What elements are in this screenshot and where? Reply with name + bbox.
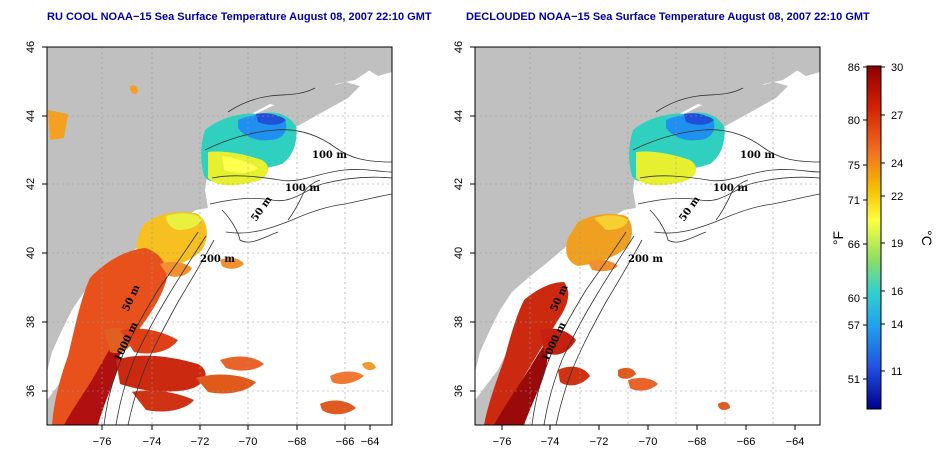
left-contour-label-2: 100 m [285, 183, 320, 194]
left-x-tick: −68 [288, 436, 307, 448]
celsius-label: 11 [891, 366, 902, 378]
celsius-label: 16 [891, 286, 903, 298]
left-y-ticks: 46 44 42 40 38 36 [25, 41, 37, 397]
right-x-tick: −72 [590, 436, 609, 448]
fahrenheit-label: 51 [848, 374, 860, 386]
left-y-tick: 38 [25, 316, 37, 328]
left-x-tick: −64 [361, 436, 380, 448]
celsius-label: 30 [891, 62, 903, 74]
left-map-title: RU COOL NOAA−15 Sea Surface Temperature … [47, 11, 432, 23]
celsius-scale: 30 27 24 22 19 16 14 11 [891, 62, 903, 378]
right-x-tick: −76 [493, 436, 512, 448]
left-x-tick: −66 [336, 436, 355, 448]
left-y-tick: 46 [25, 41, 37, 53]
right-map-title: DECLOUDED NOAA−15 Sea Surface Temperatur… [466, 11, 870, 23]
right-x-tick: −66 [737, 436, 756, 448]
right-contour-label-1: 100 m [740, 150, 775, 161]
fahrenheit-unit: °F [830, 231, 846, 245]
left-y-tick: 36 [25, 385, 37, 397]
right-y-tick: 38 [453, 316, 465, 328]
left-contour-label-1: 100 m [312, 150, 347, 161]
fahrenheit-label: 66 [848, 239, 860, 251]
left-y-tick: 40 [25, 247, 37, 259]
colorbar-gradient [866, 65, 882, 410]
left-x-tick: −74 [143, 436, 162, 448]
right-x-tick: −64 [786, 436, 805, 448]
fahrenheit-label: 71 [848, 195, 860, 207]
fahrenheit-label: 86 [848, 62, 860, 74]
right-x-ticks: −76 −74 −72 −70 −68 −66 −64 [493, 436, 805, 448]
left-x-ticks: −76 −74 −72 −70 −68 −66 −64 [93, 436, 380, 448]
left-x-tick: −76 [93, 436, 112, 448]
right-y-tick: 46 [453, 41, 465, 53]
right-y-tick: 42 [453, 178, 465, 190]
left-x-tick: −70 [239, 436, 258, 448]
temperature-colorbar: 86 80 75 71 66 60 57 51 30 27 24 22 19 1… [830, 62, 935, 410]
right-contour-label-2: 100 m [713, 183, 748, 194]
fahrenheit-label: 80 [848, 115, 860, 127]
left-x-tick: −72 [191, 436, 210, 448]
right-x-tick: −74 [541, 436, 560, 448]
fahrenheit-label: 60 [848, 293, 860, 305]
celsius-label: 22 [891, 191, 903, 203]
fahrenheit-label: 57 [848, 320, 860, 332]
right-y-tick: 40 [453, 247, 465, 259]
right-y-tick: 44 [453, 110, 465, 122]
celsius-unit: °C [919, 230, 935, 246]
celsius-label: 27 [891, 110, 903, 122]
celsius-label: 14 [891, 319, 903, 331]
left-map: 100 m 100 m 50 m 200 m 50 m 1000 m −76 −… [25, 41, 393, 448]
left-contour-label-4: 200 m [200, 254, 235, 265]
left-y-tick: 42 [25, 178, 37, 190]
right-contour-label-4: 200 m [628, 254, 663, 265]
left-y-tick: 44 [25, 110, 37, 122]
fahrenheit-label: 75 [848, 160, 860, 172]
right-y-tick: 36 [453, 385, 465, 397]
celsius-label: 24 [891, 158, 903, 170]
right-x-tick: −70 [639, 436, 658, 448]
right-x-tick: −68 [688, 436, 707, 448]
fahrenheit-scale: 86 80 75 71 66 60 57 51 [848, 62, 860, 386]
celsius-label: 19 [891, 238, 903, 250]
right-map: 100 m 100 m 50 m 200 m 50 m 1000 m −76 −… [453, 41, 821, 448]
right-y-ticks: 46 44 42 40 38 36 [453, 41, 465, 397]
